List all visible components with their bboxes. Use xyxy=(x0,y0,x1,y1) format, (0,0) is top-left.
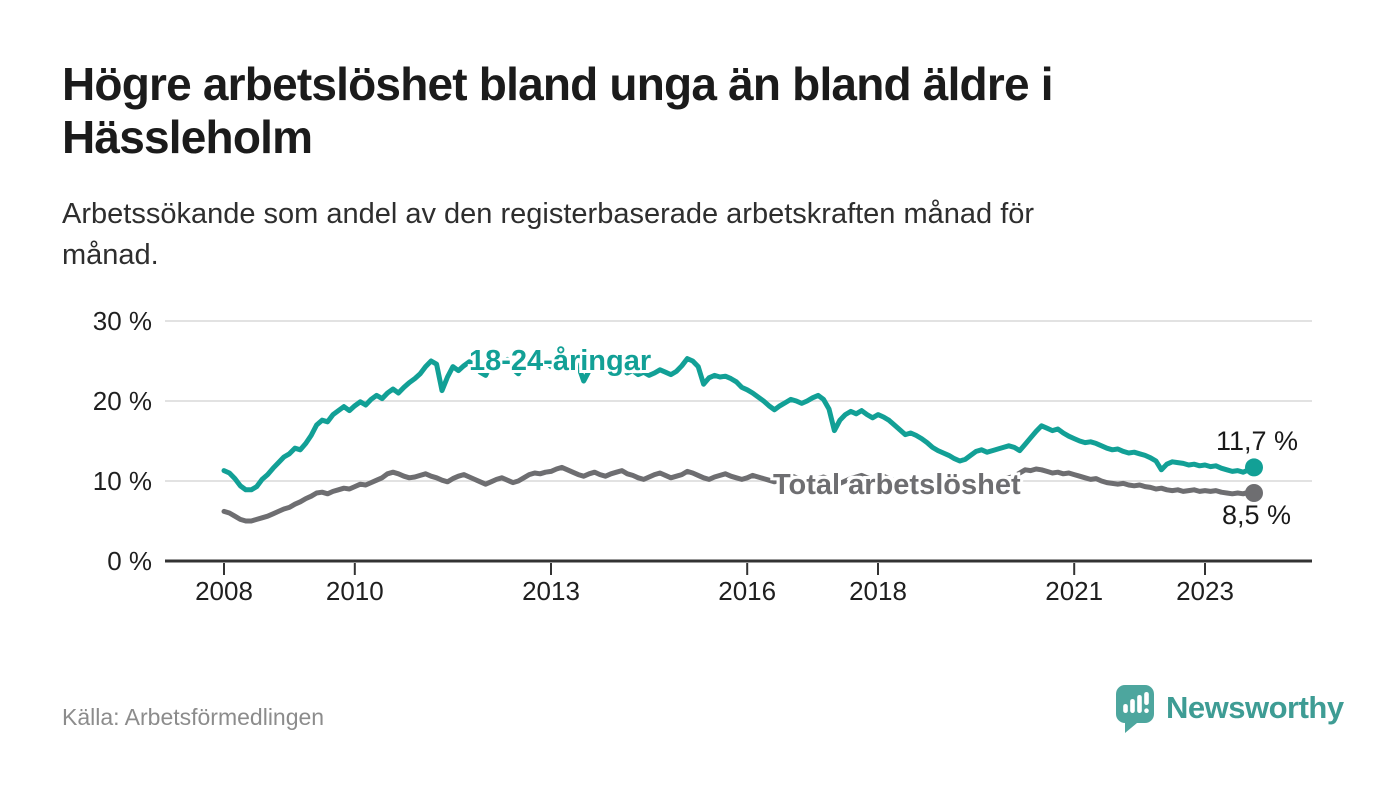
subtitle-line-2: månad. xyxy=(62,239,159,271)
title-line-1: Högre arbetslöshet bland unga än bland ä… xyxy=(62,58,1054,110)
x-tick-label-2023: 2023 xyxy=(1176,576,1234,606)
end-value-youth: 11,7 % xyxy=(1216,426,1299,456)
y-tick-label-0: 0 % xyxy=(107,546,152,576)
line-youth xyxy=(221,355,1257,493)
series-label-total: Total arbetslöshet xyxy=(773,469,1021,501)
y-tick-label-20: 20 % xyxy=(93,386,152,416)
y-tick-label-10: 10 % xyxy=(93,466,152,496)
series-label-youth: 18-24-åringar xyxy=(469,345,652,377)
newsworthy-bubble-chart-icon xyxy=(1116,685,1154,733)
newsworthy-wordmark: Newsworthy xyxy=(1166,690,1344,725)
x-tick-label-2016: 2016 xyxy=(718,576,776,606)
source-attribution: Källa: Arbetsförmedlingen xyxy=(62,704,325,730)
x-tick-label-2013: 2013 xyxy=(522,576,580,606)
y-tick-label-30: 30 % xyxy=(93,306,152,336)
title-line-2: Hässleholm xyxy=(62,111,313,163)
end-value-total: 8,5 % xyxy=(1222,500,1292,530)
x-tick-label-2008: 2008 xyxy=(195,576,253,606)
x-tick-label-2021: 2021 xyxy=(1045,576,1103,606)
page-title: Högre arbetslöshet bland unga än bland ä… xyxy=(62,58,1312,164)
page-subtitle: Arbetssökande som andel av den registerb… xyxy=(62,194,1312,276)
newsworthy-logo: Newsworthy xyxy=(1116,685,1344,733)
x-tick-label-2018: 2018 xyxy=(849,576,907,606)
subtitle-line-1: Arbetssökande som andel av den registerb… xyxy=(62,198,1035,230)
end-dot-youth xyxy=(1245,458,1263,477)
line-total xyxy=(221,464,1257,524)
end-dot-total xyxy=(1245,484,1263,502)
x-tick-label-2010: 2010 xyxy=(326,576,384,606)
